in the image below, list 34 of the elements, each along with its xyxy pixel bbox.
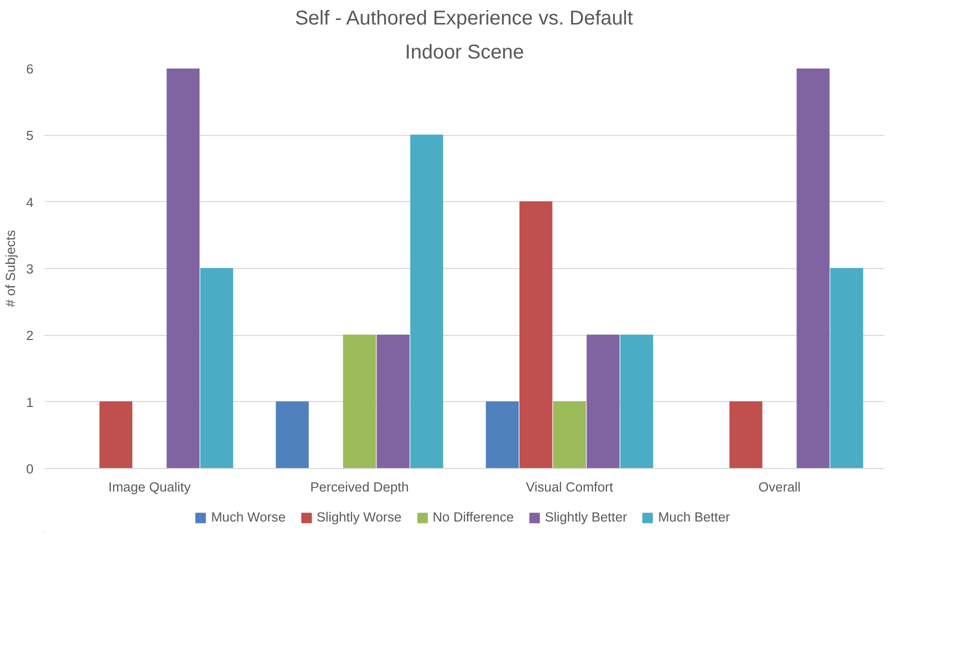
chart-subtitle: Indoor Scene xyxy=(405,42,524,64)
bar xyxy=(410,134,444,468)
y-axis-title: # of Subjects xyxy=(3,230,18,308)
x-tick-label: Perceived Depth xyxy=(310,480,409,494)
bar xyxy=(796,68,830,468)
bar xyxy=(519,201,552,468)
x-tick-label: Overall xyxy=(758,480,801,494)
legend-label: Slightly Better xyxy=(544,510,628,524)
y-tick-label: 1 xyxy=(26,394,34,410)
legend-label: Much Worse xyxy=(211,510,286,524)
bar xyxy=(586,334,620,468)
bar xyxy=(276,401,309,468)
bar xyxy=(729,401,762,468)
bar xyxy=(830,268,864,468)
x-tick-label: Image Quality xyxy=(108,480,191,494)
y-tick-label: 6 xyxy=(26,62,34,76)
bar xyxy=(553,401,586,468)
bar xyxy=(376,334,410,468)
y-tick-label: 0 xyxy=(26,462,34,476)
bar xyxy=(343,334,376,468)
legend-label: No Difference xyxy=(432,510,514,524)
legend-label: Slightly Worse xyxy=(316,510,402,524)
legend-label: Much Better xyxy=(658,510,730,524)
y-tick-label: 5 xyxy=(26,128,34,144)
bar xyxy=(620,334,654,468)
bar xyxy=(166,68,200,468)
bar xyxy=(200,268,234,468)
bar xyxy=(486,401,519,468)
y-tick-label: 3 xyxy=(26,262,34,276)
bar xyxy=(99,401,132,468)
y-tick-label: 4 xyxy=(26,194,34,210)
chart-title: Self - Authored Experience vs. Default xyxy=(294,8,634,30)
y-tick-label: 2 xyxy=(26,328,34,344)
x-tick-label: Visual Comfort xyxy=(526,480,614,494)
